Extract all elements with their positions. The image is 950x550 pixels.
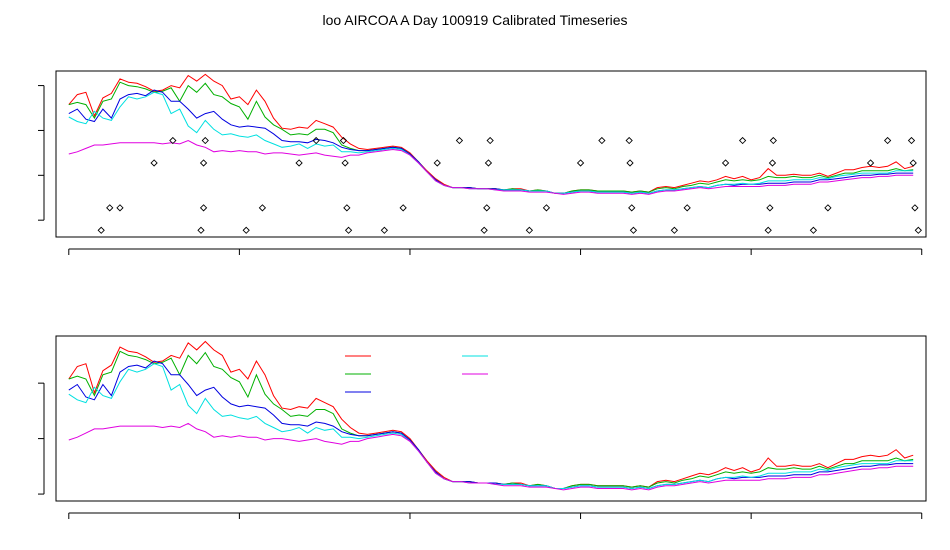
data-point-diamond <box>628 204 636 212</box>
series-line-7-5-m <box>68 363 914 490</box>
chart-title: loo AIRCOA A Day 100919 Calibrated Times… <box>322 12 627 28</box>
data-point-diamond <box>576 159 585 167</box>
data-point-diamond <box>116 204 124 212</box>
data-point-diamond <box>525 226 534 234</box>
data-point-diamond <box>598 136 606 145</box>
data-point-diamond <box>480 226 488 234</box>
data-point-diamond <box>866 159 875 167</box>
data-point-diamond <box>433 159 441 167</box>
data-point-diamond <box>683 204 691 212</box>
data-point-diamond <box>721 159 730 167</box>
data-point-diamond <box>625 136 633 145</box>
plot-frame-1 <box>55 70 927 238</box>
data-point-diamond <box>201 136 209 145</box>
data-point-diamond <box>824 204 832 212</box>
data-point-diamond <box>399 204 407 212</box>
data-point-diamond <box>764 226 772 234</box>
data-point-diamond <box>242 226 250 234</box>
data-point-diamond <box>486 136 494 145</box>
series-line-5 <box>68 139 914 195</box>
data-point-diamond <box>455 136 464 145</box>
data-point-diamond <box>343 204 351 212</box>
data-point-diamond <box>542 204 551 212</box>
data-point-diamond <box>484 159 493 167</box>
data-point-diamond <box>197 226 205 234</box>
series-line-0-4-m <box>68 340 914 489</box>
data-point-diamond <box>766 204 774 212</box>
data-point-diamond <box>380 226 389 234</box>
data-point-diamond <box>883 136 892 145</box>
data-point-diamond <box>199 159 208 167</box>
data-point-diamond <box>914 226 922 234</box>
data-point-diamond <box>629 226 638 234</box>
data-point-diamond <box>199 204 208 212</box>
data-point-diamond <box>768 159 777 167</box>
data-point-diamond <box>106 204 114 212</box>
data-point-diamond <box>339 136 348 145</box>
data-point-diamond <box>258 204 267 212</box>
data-point-diamond <box>312 136 320 145</box>
data-point-diamond <box>169 136 177 145</box>
data-point-diamond <box>483 204 491 212</box>
series-line-2-5-m <box>68 350 914 489</box>
data-point-diamond <box>150 159 158 167</box>
plot-frame-2 <box>55 335 927 502</box>
data-point-diamond <box>911 204 919 212</box>
series-line-24-4-m <box>68 422 914 491</box>
data-point-diamond <box>295 159 303 167</box>
data-point-diamond <box>341 159 349 167</box>
data-point-diamond <box>809 226 818 234</box>
data-point-diamond <box>907 136 916 145</box>
series-line-2 <box>68 81 914 194</box>
data-point-diamond <box>97 226 105 234</box>
data-point-diamond <box>769 136 777 145</box>
series-line-3 <box>68 89 914 194</box>
data-point-diamond <box>909 159 917 167</box>
data-point-diamond <box>344 226 353 234</box>
series-line-5-m <box>68 360 914 490</box>
data-point-diamond <box>670 226 679 234</box>
data-point-diamond <box>626 159 634 167</box>
series-line-1 <box>68 73 914 194</box>
data-point-diamond <box>738 136 747 145</box>
